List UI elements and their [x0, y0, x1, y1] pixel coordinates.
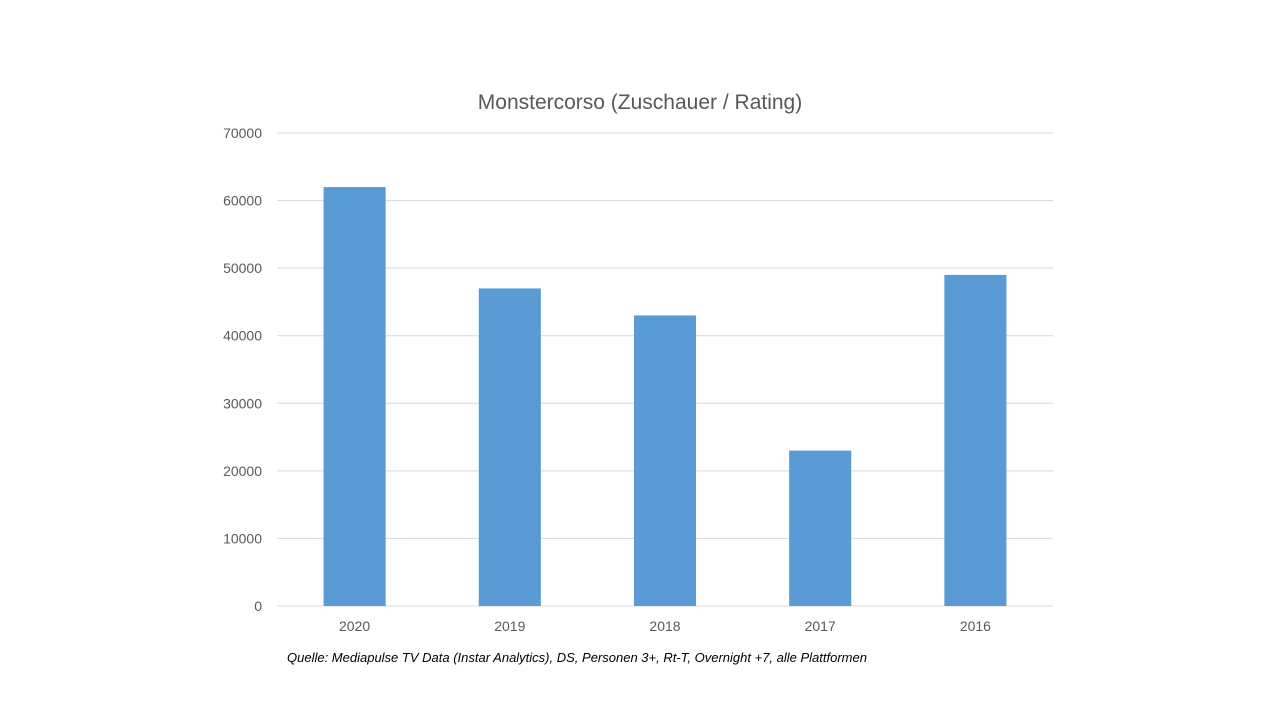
bar-2017	[789, 450, 852, 606]
chart-title: Monstercorso (Zuschauer / Rating)	[478, 91, 802, 114]
y-axis-ticks: 0 10000 20000 30000 40000 50000 60000 70000	[223, 125, 262, 614]
bar-2019	[478, 288, 541, 606]
y-tick-label: 30000	[223, 395, 262, 411]
bar-2016	[944, 274, 1007, 606]
x-tick-label: 2017	[805, 618, 836, 634]
x-tick-label: 2018	[649, 618, 680, 634]
y-tick-label: 40000	[223, 328, 262, 344]
y-tick-label: 70000	[223, 125, 262, 141]
x-tick-label: 2020	[339, 618, 370, 634]
y-tick-label: 50000	[223, 260, 262, 276]
y-tick-label: 10000	[223, 530, 262, 546]
y-tick-label: 20000	[223, 463, 262, 479]
bars	[323, 187, 1007, 607]
y-tick-label: 60000	[223, 193, 262, 209]
x-tick-label: 2016	[960, 618, 991, 634]
bar-2018	[633, 315, 697, 606]
x-axis-ticks: 2020 2019 2018 2017 2016	[339, 618, 991, 634]
x-tick-label: 2019	[494, 618, 525, 634]
source-note: Quelle: Mediapulse TV Data (Instar Analy…	[287, 650, 867, 665]
y-tick-label: 0	[254, 598, 262, 614]
bar-2020	[323, 187, 386, 607]
